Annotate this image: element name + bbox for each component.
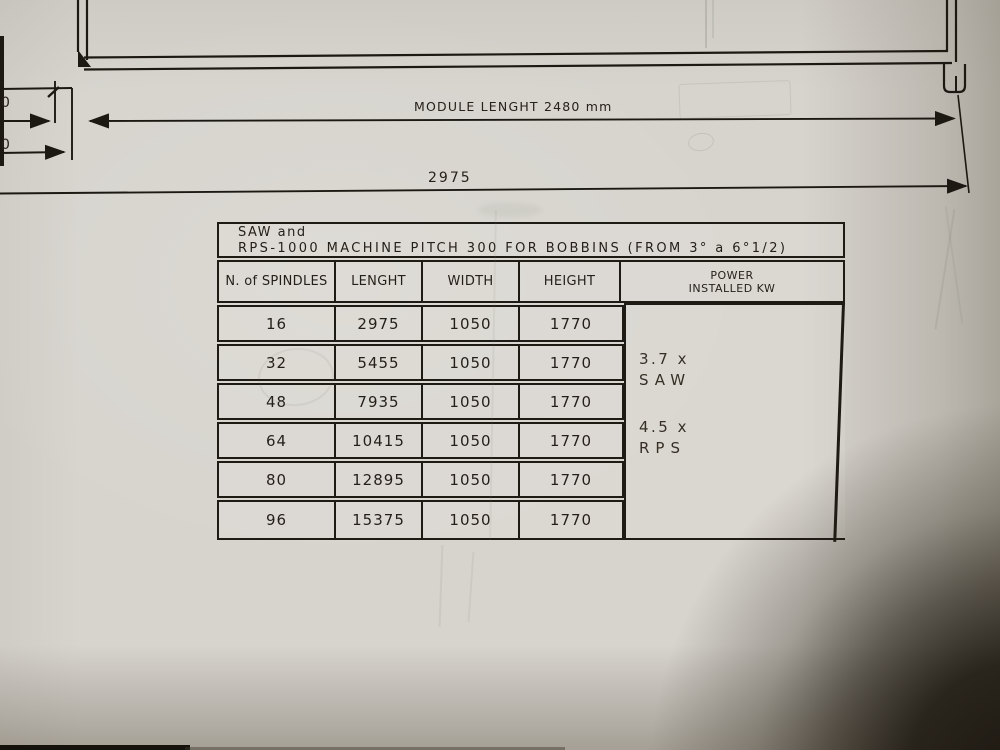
- table-title-line2: RPS-1000 MACHINE PITCH 300 FOR BOBBINS (…: [238, 241, 788, 256]
- power-note-machine: RPS: [639, 439, 686, 457]
- module-length-dim-line: [88, 110, 956, 129]
- width-cell: 1050: [421, 307, 518, 340]
- table-title-box: SAW and RPS-1000 MACHINE PITCH 300 FOR B…: [217, 222, 845, 258]
- spindles-cell: 32: [265, 353, 288, 372]
- power-installed-cell: 3.7 x SAW 4.5 x RPS: [624, 303, 845, 540]
- power-header-line2: INSTALLED KW: [688, 281, 776, 295]
- power-note-rps: 4.5 x RPS: [639, 417, 689, 459]
- pencil-ghost-mark: [438, 544, 444, 628]
- power-note-saw: 3.7 x SAW: [639, 349, 691, 391]
- machine-dimension-drawing: [0, 0, 970, 195]
- width-cell: 1050: [421, 385, 518, 418]
- table-row: 96 15375 1050 1770: [217, 500, 624, 540]
- col-header-height: HEIGHT: [518, 262, 619, 301]
- left-dimension-label-top: 0: [1, 95, 12, 111]
- table-title-line1: SAW and: [238, 225, 307, 240]
- table-row: 32 5455 1050 1770: [217, 344, 624, 381]
- height-cell: 1770: [518, 502, 622, 538]
- photo-edge-shadow: [185, 747, 565, 750]
- width-cell: 1050: [421, 346, 518, 379]
- machine-body-outline: [76, 0, 967, 94]
- spindles-cell: 48: [265, 392, 288, 411]
- table-row: 48 7935 1050 1770: [217, 383, 624, 420]
- left-dimension-label-bottom: 0: [1, 137, 12, 153]
- table-header-row: N. of SPINDLES LENGHT WIDTH HEIGHT POWER…: [217, 260, 845, 303]
- height-cell: 1770: [518, 385, 622, 418]
- spindles-cell: 80: [265, 470, 288, 489]
- col-header-power: POWER INSTALLED KW: [619, 262, 843, 301]
- lenght-cell: 2975: [334, 307, 421, 340]
- col-header-width: WIDTH: [421, 262, 518, 301]
- spindles-cell: 64: [265, 431, 288, 450]
- width-cell: 1050: [421, 424, 518, 457]
- overall-length-dim-line: [0, 178, 968, 195]
- lenght-cell: 5455: [334, 346, 421, 379]
- lenght-cell: 10415: [334, 424, 421, 457]
- photo-edge-artifact: [0, 36, 4, 166]
- photo-edge-shadow: [0, 745, 190, 750]
- col-header-spindles: N. of SPINDLES: [225, 274, 328, 289]
- width-cell: 1050: [421, 463, 518, 496]
- height-cell: 1770: [518, 346, 622, 379]
- lenght-cell: 12895: [334, 463, 421, 496]
- module-length-dimension-label: MODULE LENGHT 2480 mm: [414, 99, 613, 114]
- width-cell: 1050: [421, 502, 518, 538]
- lenght-cell: 7935: [334, 385, 421, 418]
- height-cell: 1770: [518, 424, 622, 457]
- height-cell: 1770: [518, 307, 622, 340]
- machine-spec-table: SAW and RPS-1000 MACHINE PITCH 300 FOR B…: [217, 222, 845, 542]
- machine-foot: [942, 64, 967, 94]
- power-note-value: 4.5 x: [639, 418, 689, 436]
- table-row: 64 10415 1050 1770: [217, 422, 624, 459]
- col-header-lenght: LENGHT: [334, 262, 421, 301]
- pencil-ghost-mark: [944, 206, 963, 324]
- power-note-value: 3.7 x: [639, 350, 689, 368]
- overall-length-dimension-label: 2975: [428, 170, 472, 186]
- lenght-cell: 15375: [334, 502, 421, 538]
- table-row: 16 2975 1050 1770: [217, 305, 624, 342]
- dimension-lines: [0, 81, 970, 195]
- pencil-ghost-mark: [934, 208, 956, 330]
- spindles-cell: 16: [265, 314, 288, 333]
- table-row: 80 12895 1050 1770: [217, 461, 624, 498]
- pencil-ghost-mark: [467, 552, 474, 622]
- spindles-cell: 96: [265, 511, 288, 529]
- left-dim-line-2: [0, 144, 66, 160]
- power-header-line1: POWER: [710, 268, 754, 282]
- height-cell: 1770: [518, 463, 622, 496]
- power-note-machine: SAW: [639, 371, 692, 389]
